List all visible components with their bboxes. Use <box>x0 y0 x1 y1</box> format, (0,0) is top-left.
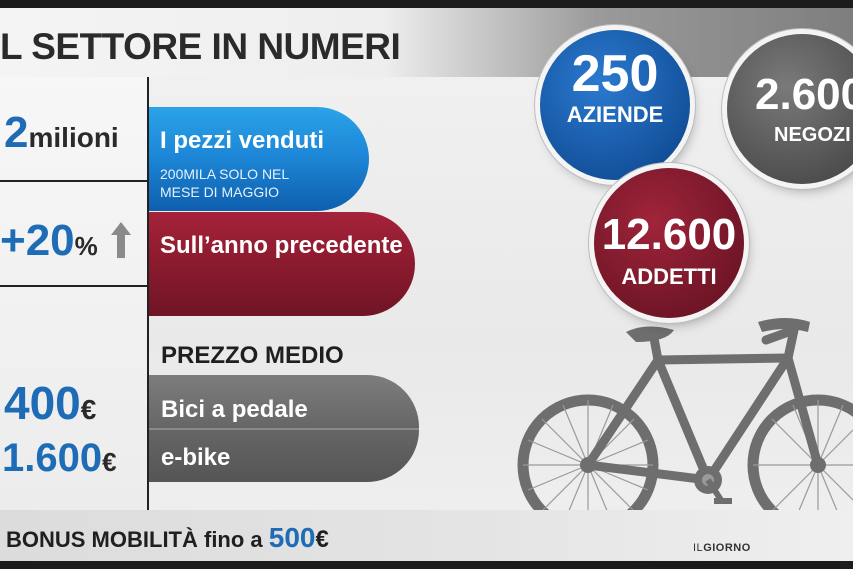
title-bar: L SETTORE IN NUMERI <box>0 8 853 77</box>
publisher-credit: ILGIORNO <box>693 542 751 554</box>
shops-value: 2.600 <box>755 70 853 119</box>
credit-name: GIORNO <box>703 542 751 554</box>
stats-column <box>0 77 148 510</box>
column-divider <box>147 77 149 510</box>
bonus-value: 500 <box>268 522 316 553</box>
price-heading: PREZZO MEDIO <box>161 342 344 369</box>
bonus-label: BONUS MOBILITÀ fino a <box>6 527 263 552</box>
bike-price-label: Bici a pedale <box>161 396 308 423</box>
top-border <box>0 0 853 8</box>
bonus-unit: € <box>315 526 329 553</box>
companies-circle <box>540 30 690 180</box>
sold-note-line2: MESE DI MAGGIO <box>160 184 280 200</box>
ebike-price-stat: 1.600€ <box>2 436 117 481</box>
up-arrow-icon <box>111 222 131 258</box>
sold-value: 2 <box>4 108 29 157</box>
sold-stat: 2milioni <box>4 108 119 158</box>
growth-stat: +20% <box>0 216 98 266</box>
growth-pill <box>149 212 415 316</box>
sold-label: I pezzi venduti <box>160 127 325 154</box>
bonus-text: BONUS MOBILITÀ fino a 500€ <box>6 522 329 554</box>
sold-note: 200MILA SOLO NEL MESE DI MAGGIO <box>160 165 289 201</box>
bike-price-value: 400 <box>4 377 81 429</box>
bike-price-unit: € <box>80 394 97 425</box>
bicycle-icon <box>517 318 853 536</box>
growth-value: +20 <box>0 216 75 265</box>
page-title: L SETTORE IN NUMERI <box>0 26 401 67</box>
growth-unit: % <box>74 231 98 261</box>
ebike-price-label: e-bike <box>161 444 231 471</box>
workers-value: 12.600 <box>601 210 737 259</box>
price-divider <box>149 428 419 430</box>
bike-price-stat: 400€ <box>4 376 96 430</box>
sold-note-line1: 200MILA SOLO NEL <box>160 166 290 182</box>
bottom-border <box>0 561 853 569</box>
companies-value: 250 <box>571 45 659 103</box>
sold-unit: milioni <box>28 122 119 153</box>
ebike-price-unit: € <box>102 447 117 477</box>
sold-pill <box>149 107 369 211</box>
companies-label: AZIENDE <box>566 102 664 127</box>
row-divider <box>0 285 148 287</box>
bonus-bar <box>0 510 853 561</box>
shops-circle <box>727 34 853 184</box>
growth-label: Sull’anno precedente <box>160 232 403 259</box>
credit-prefix: IL <box>693 542 704 554</box>
shops-label: NEGOZI <box>774 124 851 146</box>
workers-label: ADDETTI <box>621 264 717 289</box>
workers-circle <box>594 168 744 318</box>
row-divider <box>0 180 148 182</box>
ebike-price-value: 1.600 <box>2 436 103 480</box>
